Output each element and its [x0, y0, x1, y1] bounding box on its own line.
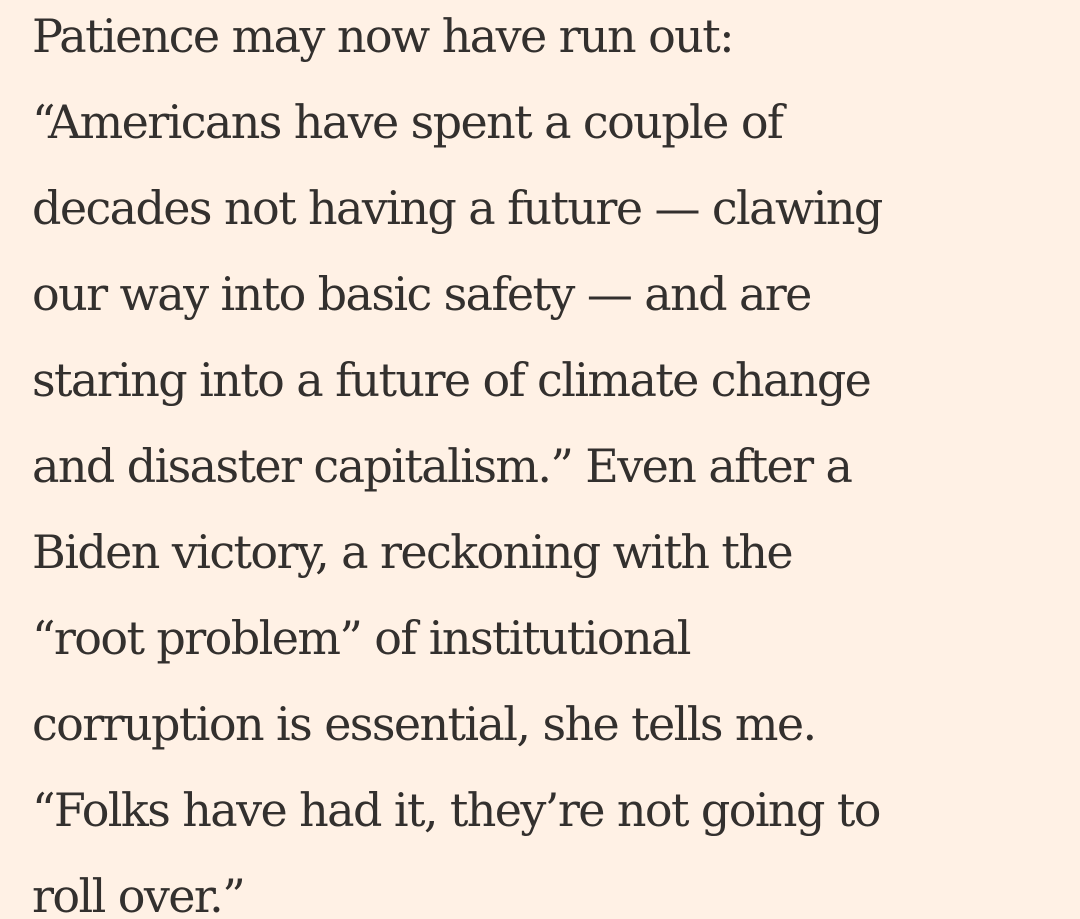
paragraph-line-4: our way into basic safety — and are: [32, 267, 812, 321]
paragraph-line-5: staring into a future of climate change: [32, 353, 872, 407]
paragraph-line-3: decades not having a future — clawing: [32, 181, 883, 235]
paragraph-line-11: roll over.”: [32, 869, 246, 919]
paragraph-line-1: Patience may now have run out:: [32, 9, 735, 63]
paragraph-line-9: corruption is essential, she tells me.: [32, 697, 817, 751]
paragraph-line-2: “Americans have spent a couple of: [32, 95, 784, 149]
paragraph-line-6: and disaster capitalism.” Even after a: [32, 439, 853, 493]
paragraph-line-8: “root problem” of institutional: [32, 611, 692, 665]
paragraph-line-7: Biden victory, a reckoning with the: [32, 525, 794, 579]
paragraph-line-10: “Folks have had it, they’re not going to: [32, 783, 881, 837]
